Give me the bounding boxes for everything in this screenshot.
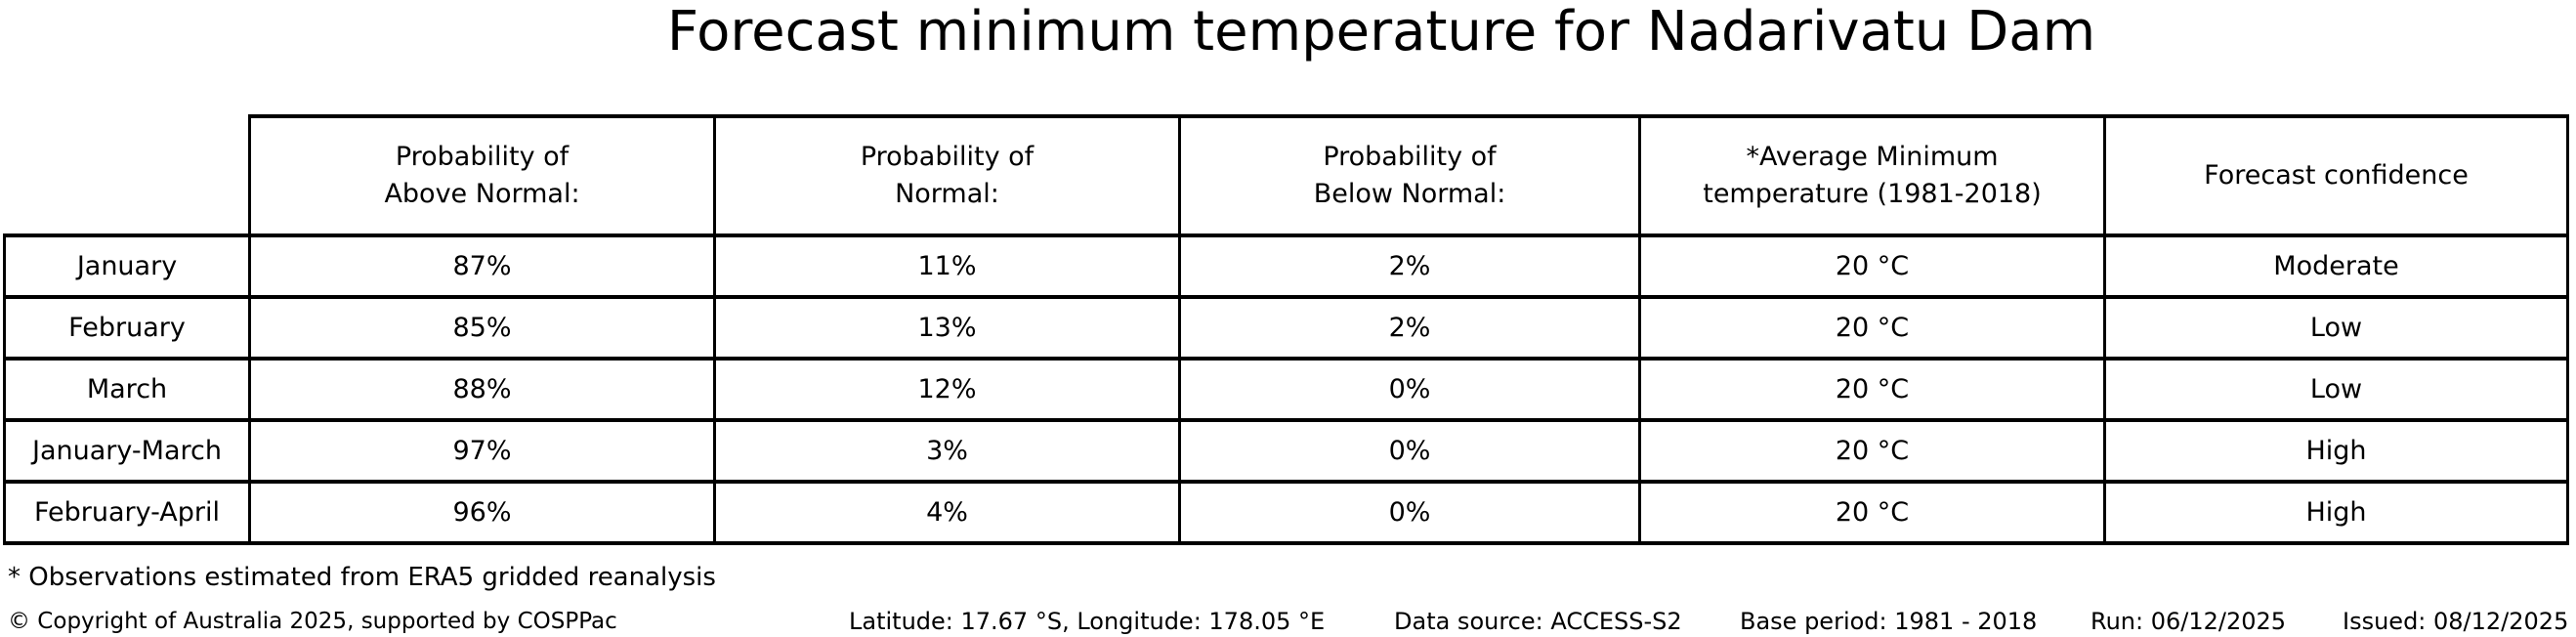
cell-normal: 11% (713, 234, 1181, 299)
issued-date-text: Issued: 08/12/2025 (2343, 608, 2569, 635)
cell-avg-min-temp: 20 °C (1638, 357, 2106, 422)
page-title: Forecast minimum temperature for Nadariv… (666, 0, 2096, 64)
column-header-above-normal: Probability of Above Normal: (248, 114, 716, 237)
data-source-text: Data source: ACCESS-S2 (1394, 608, 1682, 635)
cell-avg-min-temp: 20 °C (1638, 295, 2106, 361)
cell-above-normal: 97% (248, 418, 716, 484)
table-row-february: February 85% 13% 2% 20 °C Low (3, 295, 2569, 361)
cell-forecast-confidence: Low (2103, 295, 2569, 361)
cell-below-normal: 2% (1178, 295, 1641, 361)
month-label: February (3, 295, 251, 361)
table-row-january-march: January-March 97% 3% 0% 20 °C High (3, 418, 2569, 484)
cell-forecast-confidence: High (2103, 418, 2569, 484)
month-label: February-April (3, 480, 251, 545)
cell-below-normal: 0% (1178, 418, 1641, 484)
month-label: January-March (3, 418, 251, 484)
table-row-february-april: February-April 96% 4% 0% 20 °C High (3, 480, 2569, 545)
table-row-march: March 88% 12% 0% 20 °C Low (3, 357, 2569, 422)
cell-avg-min-temp: 20 °C (1638, 418, 2106, 484)
base-period-text: Base period: 1981 - 2018 (1740, 608, 2038, 635)
cell-forecast-confidence: High (2103, 480, 2569, 545)
column-header-forecast-confidence: Forecast confidence (2103, 114, 2569, 237)
table-row-january: January 87% 11% 2% 20 °C Moderate (3, 234, 2569, 299)
run-date-text: Run: 06/12/2025 (2090, 608, 2287, 635)
cell-below-normal: 2% (1178, 234, 1641, 299)
cell-forecast-confidence: Moderate (2103, 234, 2569, 299)
cell-below-normal: 0% (1178, 480, 1641, 545)
cell-normal: 13% (713, 295, 1181, 361)
cell-below-normal: 0% (1178, 357, 1641, 422)
cell-avg-min-temp: 20 °C (1638, 234, 2106, 299)
table-header-row: Probability of Above Normal: Probability… (5, 114, 2569, 237)
column-header-normal: Probability of Normal: (713, 114, 1181, 237)
observations-footnote: * Observations estimated from ERA5 gridd… (8, 563, 716, 592)
column-header-below-normal: Probability of Below Normal: (1178, 114, 1641, 237)
cell-normal: 4% (713, 480, 1181, 545)
cell-forecast-confidence: Low (2103, 357, 2569, 422)
month-label: March (3, 357, 251, 422)
cell-above-normal: 96% (248, 480, 716, 545)
cell-above-normal: 85% (248, 295, 716, 361)
month-label: January (3, 234, 251, 299)
cell-normal: 12% (713, 357, 1181, 422)
column-header-avg-min-temp: *Average Minimum temperature (1981-2018) (1638, 114, 2106, 237)
forecast-table: Probability of Above Normal: Probability… (3, 114, 2569, 545)
table-corner-cell (5, 116, 250, 235)
cell-above-normal: 88% (248, 357, 716, 422)
cell-above-normal: 87% (248, 234, 716, 299)
location-coordinates: Latitude: 17.67 °S, Longitude: 178.05 °E (849, 608, 1326, 635)
cell-normal: 3% (713, 418, 1181, 484)
copyright-text: © Copyright of Australia 2025, supported… (8, 609, 617, 634)
cell-avg-min-temp: 20 °C (1638, 480, 2106, 545)
